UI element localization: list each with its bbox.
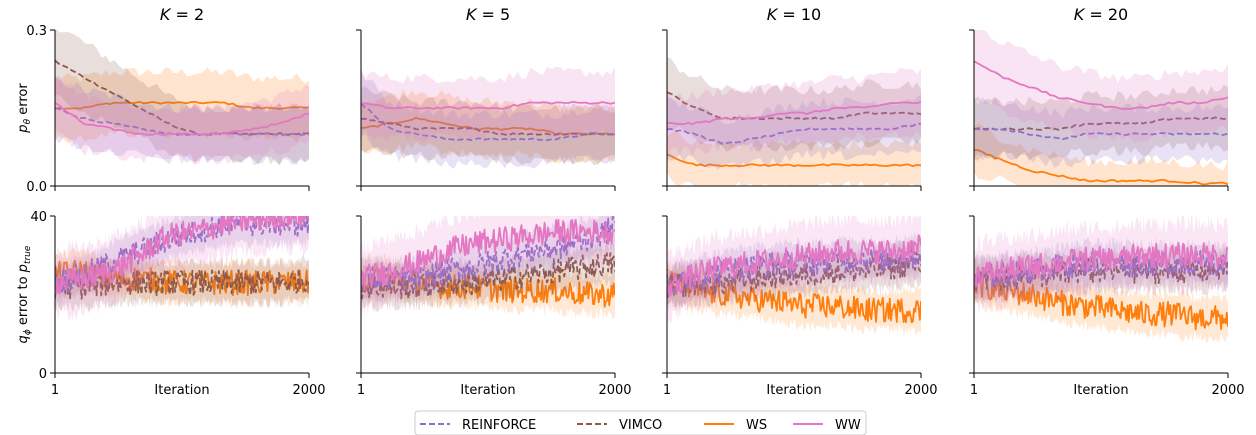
- plot-area: [667, 56, 921, 186]
- panel-0-1: K = 5: [356, 5, 616, 191]
- line-ws: [974, 149, 1228, 186]
- band-vimco: [55, 30, 309, 166]
- band-ws: [667, 131, 921, 186]
- band-ws: [55, 248, 309, 309]
- band-ww: [361, 66, 615, 143]
- line-ww: [974, 242, 1228, 288]
- band-reinforce: [55, 216, 309, 308]
- x-axis-label: Iteration: [1073, 383, 1128, 398]
- y-axis-label: pθ error: [16, 83, 33, 134]
- x-tick-label: 1: [357, 383, 365, 398]
- line-ww: [974, 60, 1228, 110]
- line-vimco: [55, 267, 309, 300]
- x-tick-label: 1: [970, 383, 978, 398]
- line-vimco: [667, 91, 921, 121]
- line-reinforce: [361, 102, 615, 142]
- x-axis-label: Iteration: [766, 383, 821, 398]
- legend-item-reinforce: REINFORCE: [420, 418, 536, 433]
- line-ww: [361, 101, 615, 110]
- legend-box: [414, 410, 867, 435]
- line-reinforce: [667, 122, 921, 145]
- panel-title: K = 2: [160, 5, 204, 24]
- x-tick-label: 2000: [904, 383, 937, 398]
- x-axis-label: Iteration: [154, 383, 209, 398]
- line-vimco: [361, 117, 615, 136]
- line-reinforce: [55, 216, 309, 293]
- plot-area: [361, 66, 615, 169]
- x-tick-label: 1: [51, 383, 59, 398]
- plot-area: [974, 30, 1228, 186]
- panel-1-2: 1 2000 Iteration: [662, 215, 938, 398]
- panel-title: K = 20: [1074, 5, 1128, 24]
- line-ww: [667, 101, 921, 126]
- band-reinforce: [667, 94, 921, 171]
- x-axis-label: Iteration: [460, 383, 515, 398]
- legend-item-ww: WW: [793, 418, 861, 433]
- legend-item-vimco: VIMCO: [577, 418, 662, 433]
- band-vimco: [55, 254, 309, 312]
- y-tick-label: 0: [39, 367, 47, 382]
- plot-area: [667, 216, 921, 335]
- band-reinforce: [55, 75, 309, 166]
- band-vimco: [667, 239, 921, 309]
- band-reinforce: [974, 97, 1228, 168]
- band-ww: [55, 216, 309, 321]
- line-ws: [667, 153, 921, 168]
- plot-area: [55, 30, 309, 166]
- line-reinforce: [361, 216, 615, 292]
- panel-title: K = 10: [767, 5, 821, 24]
- y-tick-label: 0.0: [26, 180, 47, 195]
- panel-0-3: K = 20: [969, 5, 1229, 191]
- panel-0-0: 0.3 0.0 K = 2 pθ error: [16, 5, 310, 195]
- legend-label: WW: [835, 418, 861, 433]
- plot-area: [974, 216, 1228, 344]
- band-vimco: [361, 86, 615, 166]
- legend-label: VIMCO: [619, 418, 662, 433]
- line-reinforce: [974, 127, 1228, 141]
- panel-1-1: 1 2000 Iteration: [356, 215, 632, 398]
- y-tick-label: 0.3: [26, 24, 47, 39]
- x-tick-label: 2000: [1211, 383, 1244, 398]
- line-ww: [667, 234, 921, 297]
- legend-item-ws: WS: [704, 418, 767, 433]
- line-reinforce: [55, 107, 309, 136]
- band-ws: [974, 123, 1228, 186]
- x-tick-label: 1: [663, 383, 671, 398]
- line-vimco: [667, 251, 921, 298]
- legend-label: REINFORCE: [462, 418, 536, 433]
- line-ww: [55, 102, 309, 136]
- x-tick-label: 2000: [598, 383, 631, 398]
- band-ww: [361, 216, 615, 318]
- panel-1-3: 1 2000 Iteration: [969, 215, 1245, 398]
- band-ws: [667, 258, 921, 335]
- panel-title: K = 5: [466, 5, 510, 24]
- line-vimco: [55, 59, 309, 136]
- line-ww: [55, 216, 309, 295]
- plot-area: [361, 216, 615, 320]
- y-axis-label: qϕ error to ptrue: [16, 245, 33, 343]
- plot-area: [55, 216, 309, 321]
- y-tick-label: 40: [30, 210, 47, 225]
- line-ws: [55, 100, 309, 110]
- x-tick-label: 2000: [292, 383, 325, 398]
- line-ww: [361, 218, 615, 292]
- line-vimco: [974, 116, 1228, 131]
- band-ww: [974, 30, 1228, 144]
- panel-0-2: K = 10: [662, 5, 922, 191]
- legend-label: WS: [746, 418, 767, 433]
- band-ww: [55, 76, 309, 165]
- panel-1-0: 40 01 2000 Iteration qϕ error to ptrue: [16, 210, 326, 398]
- legend: REINFORCE VIMCO WS WW: [414, 410, 867, 435]
- line-vimco: [361, 252, 615, 300]
- band-ws: [361, 253, 615, 320]
- band-reinforce: [361, 67, 615, 169]
- line-ws: [667, 271, 921, 324]
